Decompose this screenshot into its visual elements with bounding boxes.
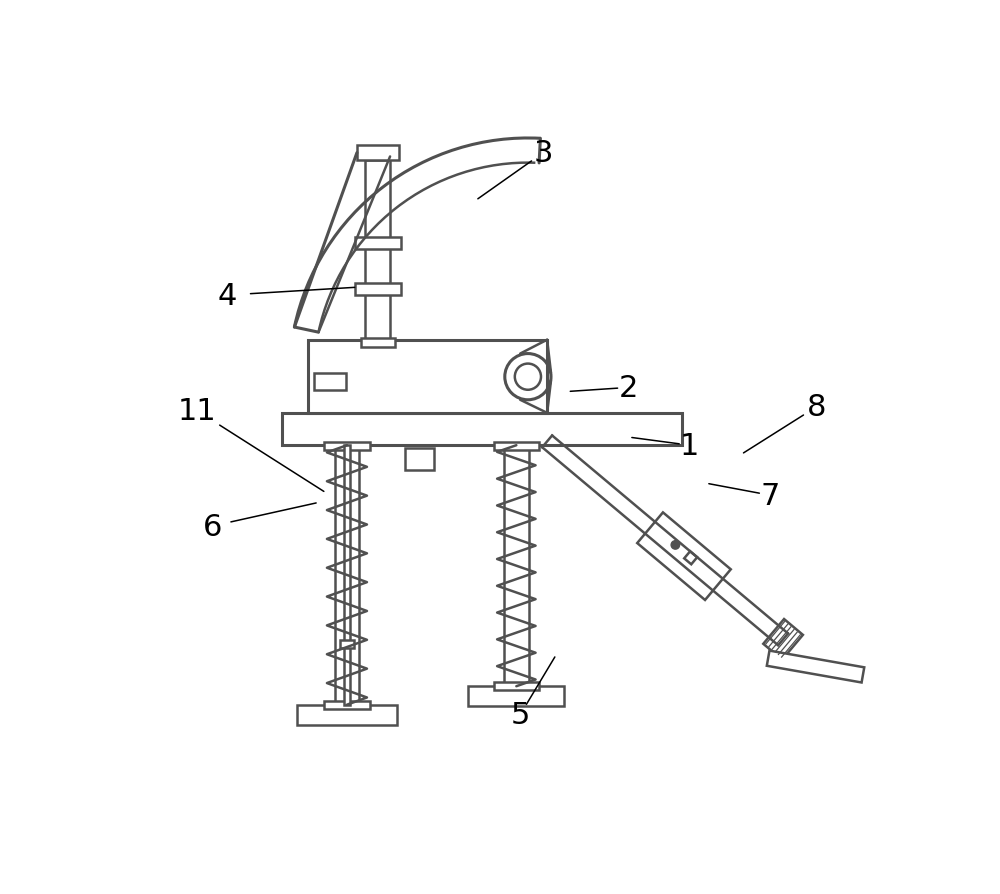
Polygon shape [767, 651, 864, 683]
Polygon shape [637, 513, 731, 600]
Circle shape [671, 541, 680, 550]
Bar [314, 374, 346, 391]
Bar [468, 687, 564, 706]
Text: 7: 7 [761, 481, 780, 510]
Bar [494, 443, 539, 451]
Bar [324, 701, 370, 709]
Polygon shape [763, 620, 803, 660]
Bar [340, 640, 354, 648]
Text: 6: 6 [203, 512, 222, 541]
Text: 3: 3 [534, 139, 553, 168]
Polygon shape [684, 552, 697, 565]
Bar [494, 683, 539, 690]
Text: 2: 2 [618, 374, 638, 402]
Bar [361, 339, 395, 348]
Text: 8: 8 [807, 392, 826, 422]
Text: 1: 1 [680, 431, 699, 460]
Text: 11: 11 [177, 397, 216, 426]
Bar [504, 446, 529, 687]
Bar [357, 146, 399, 161]
Text: 4: 4 [218, 282, 237, 310]
Bar [308, 341, 547, 413]
Bar [355, 283, 401, 296]
Bar [405, 449, 434, 470]
Bar [365, 161, 390, 341]
Bar [282, 413, 682, 446]
Bar [355, 237, 401, 249]
Bar [324, 443, 370, 451]
Bar [297, 704, 397, 725]
Bar [344, 446, 350, 704]
Text: 5: 5 [511, 700, 530, 730]
Bar [335, 446, 359, 704]
